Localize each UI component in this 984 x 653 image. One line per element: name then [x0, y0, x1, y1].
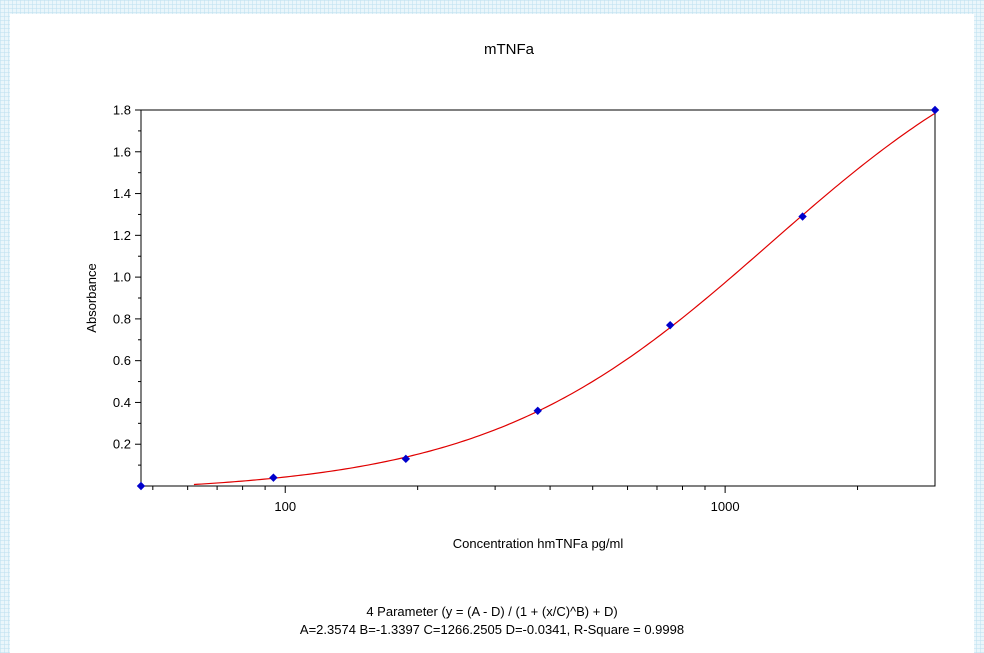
- plot-area: [140, 109, 936, 487]
- y-tick-label: 0.4: [113, 395, 131, 410]
- chart-panel: mTNFa 0.2 0.4 0.6 0.8 1.0 1.2 1.4 1.6 1.8 100 1000…: [10, 14, 974, 653]
- data-point: [798, 212, 807, 221]
- y-axis-label: Absorbance: [84, 263, 99, 332]
- y-tick-label: 1.0: [113, 270, 131, 285]
- y-tick-label: 1.6: [113, 144, 131, 159]
- chart-svg: mTNFa 0.2 0.4 0.6 0.8 1.0 1.2 1.4 1.6 1.8 100 1000…: [84, 41, 940, 551]
- data-point: [401, 454, 411, 464]
- y-tick-label: 1.8: [113, 103, 131, 118]
- y-tick-label: 1.2: [113, 228, 131, 243]
- y-tick-label: 0.2: [113, 437, 131, 452]
- y-tick-label: 1.4: [113, 186, 131, 201]
- x-axis-label: Concentration hmTNFa pg/ml: [453, 536, 624, 551]
- y-tick-label: 0.8: [113, 311, 131, 326]
- x-tick-label: 1000: [711, 499, 740, 514]
- data-point: [136, 481, 146, 491]
- y-tick-label: 0.6: [113, 353, 131, 368]
- data-point: [665, 320, 675, 330]
- chart-title: mTNFa: [484, 41, 535, 58]
- axes-layer: 0.2 0.4 0.6 0.8 1.0 1.2 1.4 1.6 1.8 100 1000: [113, 103, 859, 514]
- fit-parameters: A=2.3574 B=-1.3397 C=1266.2505 D=-0.0341…: [299, 622, 685, 637]
- data-point: [269, 473, 278, 482]
- fit-equation: 4 Parameter (y = (A - D) / (1 + (x/C)^B)…: [366, 604, 618, 619]
- data-point: [533, 406, 542, 415]
- data-point: [930, 105, 940, 115]
- fit-curve: [193, 112, 936, 486]
- x-tick-label: 100: [274, 499, 296, 514]
- data-points: [136, 105, 940, 491]
